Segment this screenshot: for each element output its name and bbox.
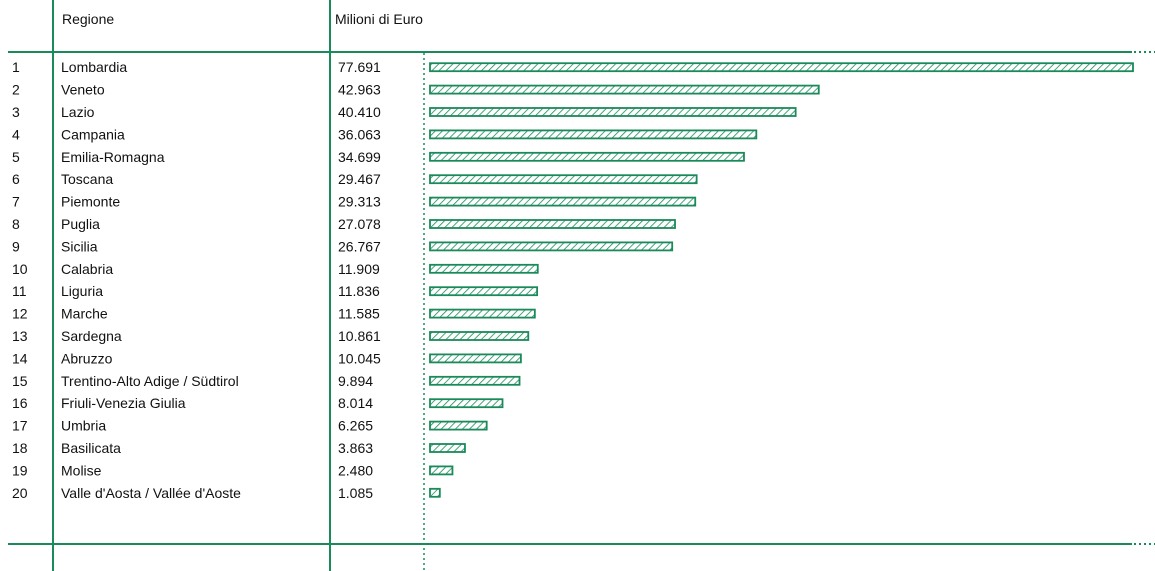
rank-label: 4 <box>12 126 20 142</box>
value-label: 11.585 <box>338 306 380 322</box>
rank-label: 9 <box>12 238 20 254</box>
rank-label: 13 <box>12 328 28 344</box>
region-label: Lazio <box>61 104 95 120</box>
region-label: Trentino-Alto Adige / Südtirol <box>61 373 239 389</box>
bar <box>429 465 454 476</box>
value-label: 27.078 <box>338 216 381 232</box>
region-label: Toscana <box>61 171 113 187</box>
value-label: 40.410 <box>338 104 381 120</box>
bar <box>429 263 539 274</box>
region-label: Molise <box>61 462 102 478</box>
value-label: 10.045 <box>338 350 381 366</box>
bar <box>429 196 697 207</box>
rank-label: 15 <box>12 373 28 389</box>
value-label: 1.085 <box>338 485 373 501</box>
rank-label: 6 <box>12 171 20 187</box>
bar <box>429 151 745 162</box>
bar <box>429 331 530 341</box>
bar <box>429 219 676 229</box>
rank-label: 8 <box>12 216 20 232</box>
rank-label: 1 <box>12 59 20 75</box>
value-label: 3.863 <box>338 440 373 456</box>
value-label: 26.767 <box>338 238 381 254</box>
rank-label: 11 <box>12 283 27 299</box>
value-label: 42.963 <box>338 82 381 98</box>
region-label: Sicilia <box>61 238 98 254</box>
bar <box>429 353 522 364</box>
header-value: Milioni di Euro <box>335 11 423 27</box>
rank-label: 12 <box>12 306 28 322</box>
bar <box>429 129 758 140</box>
header-region: Regione <box>62 11 115 27</box>
rank-label: 5 <box>12 149 20 165</box>
rank-label: 17 <box>12 418 28 434</box>
region-label: Sardegna <box>61 328 122 344</box>
value-label: 6.265 <box>338 418 373 434</box>
bar <box>429 308 536 319</box>
region-label: Piemonte <box>61 194 120 210</box>
bar <box>429 174 698 185</box>
rank-label: 18 <box>12 440 28 456</box>
bar <box>429 84 820 95</box>
bar <box>429 443 466 453</box>
rank-label: 7 <box>12 194 20 210</box>
bar <box>429 375 521 386</box>
region-label: Lombardia <box>61 59 127 75</box>
rank-label: 20 <box>12 485 28 501</box>
rank-label: 14 <box>12 350 28 366</box>
region-label: Marche <box>61 306 108 322</box>
bar <box>429 107 797 117</box>
region-label: Basilicata <box>61 440 121 456</box>
value-label: 11.836 <box>338 283 380 299</box>
region-label: Friuli-Venezia Giulia <box>61 395 186 411</box>
bar <box>429 62 1134 73</box>
region-label: Abruzzo <box>61 350 113 366</box>
region-label: Liguria <box>61 283 103 299</box>
value-label: 36.063 <box>338 126 381 142</box>
region-label: Umbria <box>61 418 106 434</box>
bar <box>429 286 539 297</box>
bar <box>429 398 504 409</box>
value-label: 29.313 <box>338 194 381 210</box>
value-label: 11.909 <box>338 261 380 277</box>
rank-label: 10 <box>12 261 28 277</box>
region-label: Veneto <box>61 82 105 98</box>
region-label: Calabria <box>61 261 113 277</box>
rank-label: 16 <box>12 395 28 411</box>
value-label: 8.014 <box>338 395 373 411</box>
value-label: 10.861 <box>338 328 381 344</box>
value-label: 2.480 <box>338 462 373 478</box>
region-label: Valle d'Aosta / Vallée d'Aoste <box>61 485 241 501</box>
rank-label: 19 <box>12 462 28 478</box>
bar <box>429 420 488 431</box>
region-label: Emilia-Romagna <box>61 149 165 165</box>
value-label: 29.467 <box>338 171 381 187</box>
value-label: 77.691 <box>338 59 381 75</box>
rank-label: 3 <box>12 104 20 120</box>
bar <box>429 487 441 498</box>
value-label: 9.894 <box>338 373 373 389</box>
region-label: Puglia <box>61 216 100 232</box>
rank-label: 2 <box>12 82 20 98</box>
region-label: Campania <box>61 126 125 142</box>
value-label: 34.699 <box>338 149 381 165</box>
bar <box>429 241 674 252</box>
